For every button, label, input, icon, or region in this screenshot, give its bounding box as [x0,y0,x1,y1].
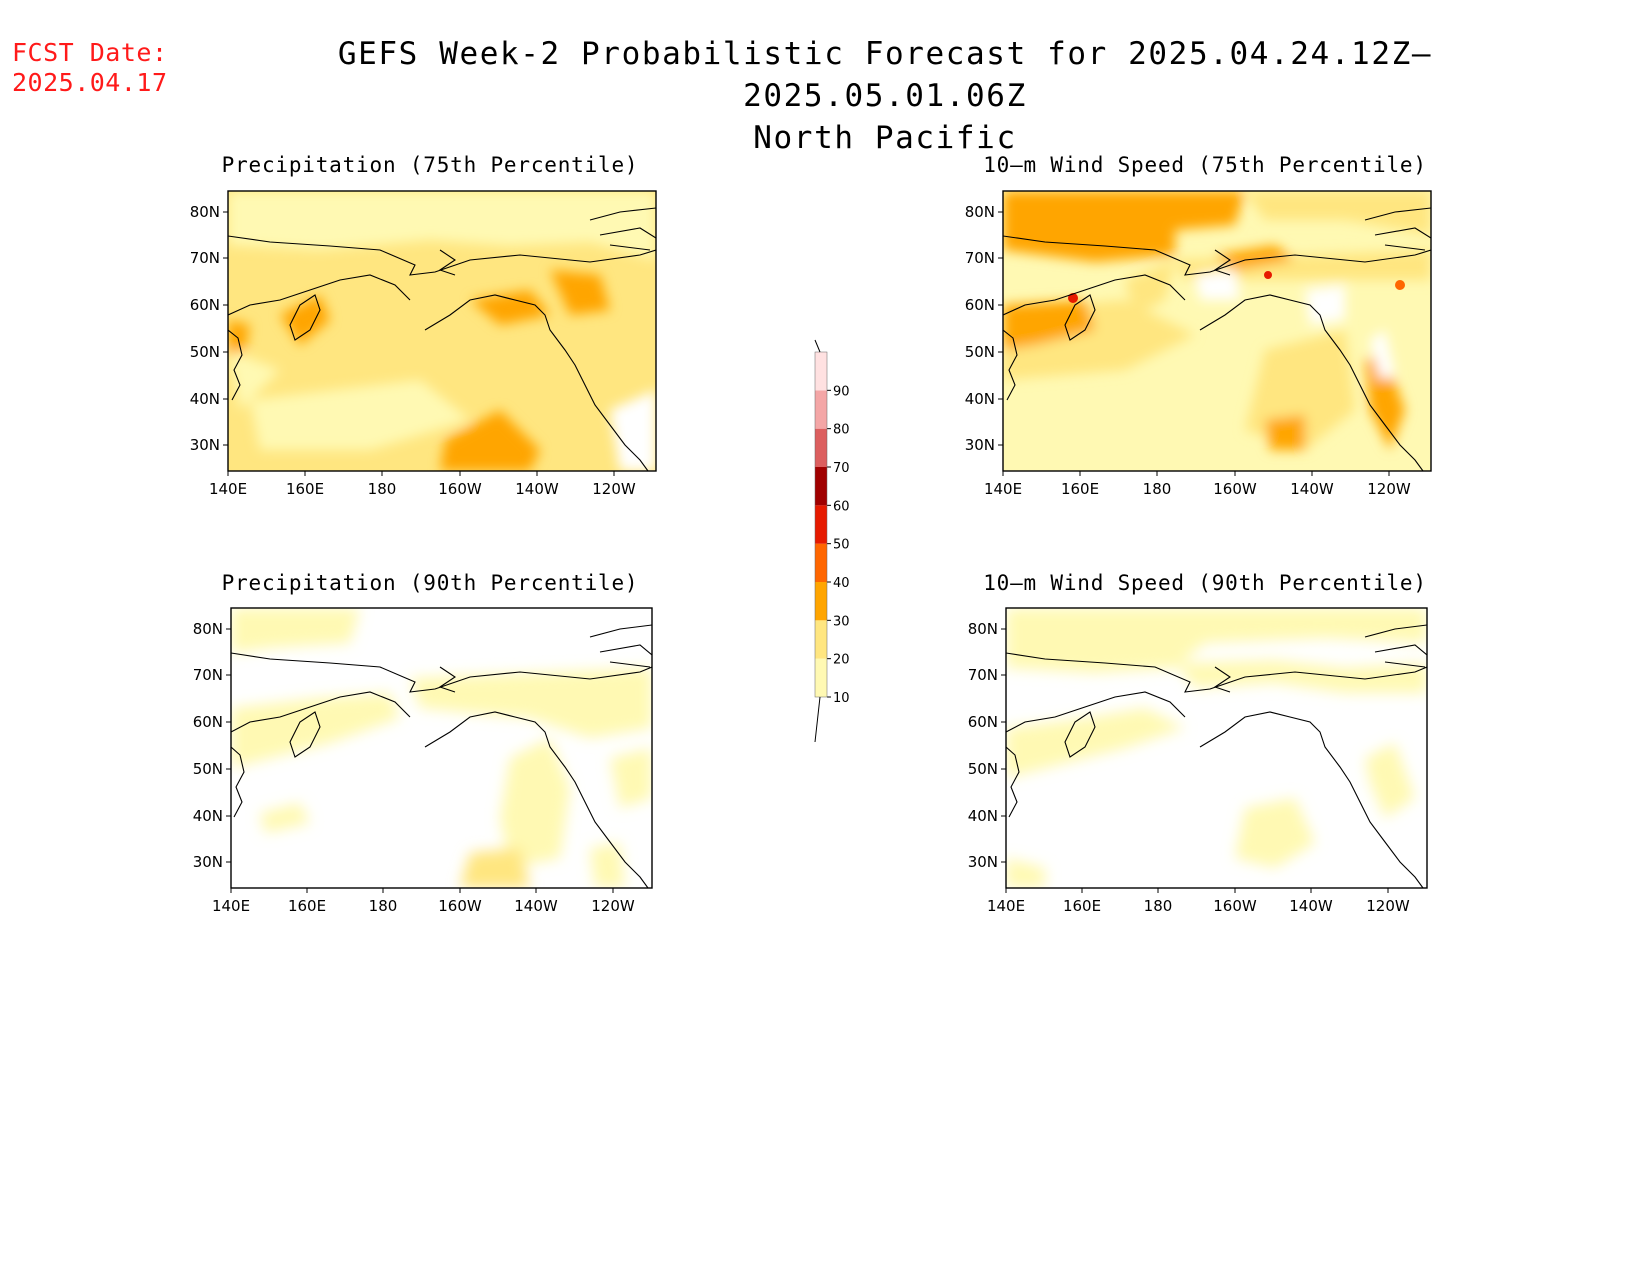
colorbar-label: 90 [833,384,850,399]
lon-label: 160W [1213,480,1257,498]
lat-label: 30N [190,436,220,454]
colorbar-label: 40 [833,576,850,591]
lat-label: 80N [965,203,995,221]
lon-label: 140E [209,480,247,498]
lat-label: 60N [193,713,223,731]
lon-label: 120W [592,480,636,498]
lat-label: 30N [965,436,995,454]
colorbar-block [815,620,827,659]
forecast-date-caption: FCST Date: [12,38,168,67]
forecast-date-label: FCST Date: 2025.04.17 [12,38,168,98]
panel-wind-90: 10–m Wind Speed (90th Percentile) [945,568,1465,938]
map-precip-75: 80N 70N 60N 50N 40N 30N 140E 160E 180 16… [190,190,657,498]
lat-label: 60N [968,713,998,731]
lat-label: 30N [968,853,998,871]
panel-precip-90: Precipitation (90th Percentile) [170,568,690,938]
lat-label: 80N [190,203,220,221]
colorbar-label: 10 [833,691,850,706]
colorbar-block [815,390,827,429]
figure-title-main: GEFS Week-2 Probabilistic Forecast for 2… [337,36,1433,114]
lon-label: 160W [438,480,482,498]
lon-label: 160E [1061,480,1099,498]
lon-label: 160E [1063,897,1101,915]
colorbar-label: 70 [833,461,850,476]
colorbar-label: 60 [833,499,850,514]
lat-label: 40N [190,390,220,408]
lon-label: 120W [1366,897,1410,915]
colorbar-label: 80 [833,423,850,438]
lon-label: 180 [369,897,398,915]
lat-label: 70N [190,249,220,267]
lon-label: 140E [212,897,250,915]
map-wind-75: 80N 70N 60N 50N 40N 30N 140E 160E 180 16… [965,190,1432,498]
lon-label: 160E [286,480,324,498]
lon-label: 180 [368,480,397,498]
lon-label: 120W [591,897,635,915]
lon-label: 140W [1289,897,1333,915]
colorbar-label: 30 [833,614,850,629]
colorbar-label: 20 [833,653,850,668]
lon-label: 140W [1290,480,1334,498]
lon-label: 160W [1213,897,1257,915]
colorbar-block [815,582,827,621]
lon-label: 160W [438,897,482,915]
lat-label: 80N [968,620,998,638]
panel-precip-75: Precipitation (75th Percentile) [170,150,690,520]
lon-label: 140W [515,480,559,498]
lon-label: 140E [987,897,1025,915]
colorbar-block [815,505,827,544]
colorbar-block [815,658,827,697]
colorbar: 10 20 30 40 50 60 70 80 90 [814,339,850,742]
lon-label: 180 [1144,897,1173,915]
lon-label: 140E [984,480,1022,498]
lon-label: 160E [288,897,326,915]
colorbar-block [815,352,827,391]
lat-label: 40N [193,807,223,825]
lat-label: 70N [968,666,998,684]
map-wind-90: 80N 70N 60N 50N 40N 30N 140E 160E 180 16… [968,607,1428,915]
lat-label: 60N [190,296,220,314]
figure-title-region: North Pacific [753,120,1017,156]
lat-label: 50N [190,343,220,361]
forecast-date-value: 2025.04.17 [12,68,168,97]
colorbar-block [815,543,827,582]
panel-title: Precipitation (75th Percentile) [221,153,639,177]
map-precip-90: 80N 70N 60N 50N 40N 30N 140E 160E 180 16… [193,607,653,915]
colorbar-block [815,467,827,506]
panel-title: 10–m Wind Speed (75th Percentile) [983,153,1427,177]
lat-label: 30N [193,853,223,871]
figure-title: GEFS Week-2 Probabilistic Forecast for 2… [200,33,1570,159]
panel-wind-75: 10–m Wind Speed (75th Percentile) [945,150,1465,520]
lon-label: 120W [1367,480,1411,498]
lat-label: 70N [193,666,223,684]
lat-label: 60N [965,296,995,314]
lon-label: 180 [1143,480,1172,498]
lat-label: 80N [193,620,223,638]
colorbar-label: 50 [833,538,850,553]
lon-label: 140W [514,897,558,915]
lat-label: 50N [968,760,998,778]
lat-label: 70N [965,249,995,267]
lat-label: 50N [965,343,995,361]
panel-title: Precipitation (90th Percentile) [221,571,639,595]
colorbar-block [815,428,827,467]
lat-label: 50N [193,760,223,778]
panel-title: 10–m Wind Speed (90th Percentile) [983,571,1427,595]
lat-label: 40N [968,807,998,825]
lat-label: 40N [965,390,995,408]
